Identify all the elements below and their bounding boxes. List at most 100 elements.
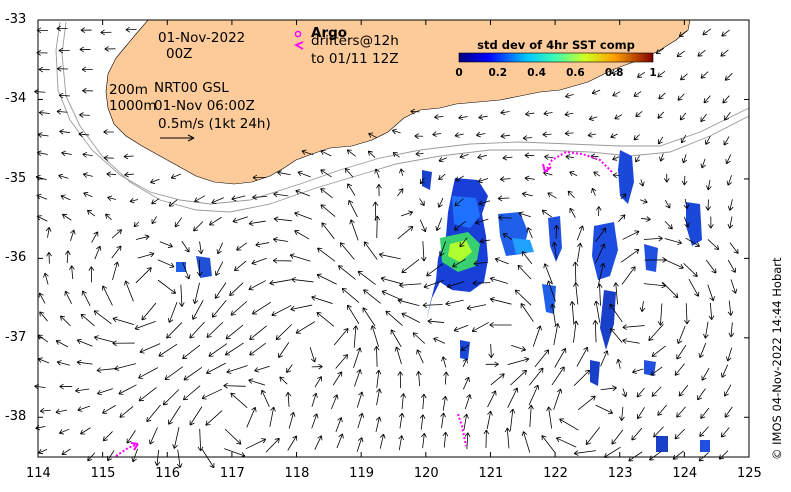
current-vector-arrow xyxy=(483,429,490,448)
depth-200-label: 200m xyxy=(109,82,148,98)
current-vector-arrow xyxy=(80,27,92,33)
current-vector-arrow xyxy=(702,28,711,36)
current-vector-arrow xyxy=(314,376,322,388)
current-vector-arrow xyxy=(176,449,183,468)
current-vector-arrow xyxy=(316,312,335,327)
current-vector-arrow xyxy=(82,87,93,94)
current-vector-arrow xyxy=(58,47,70,54)
current-vector-arrow xyxy=(154,449,161,466)
current-vector-arrow xyxy=(543,110,553,117)
current-vector-arrow xyxy=(420,241,427,262)
current-vector-arrow xyxy=(438,157,447,163)
current-vector-arrow xyxy=(295,189,311,197)
current-vector-arrow xyxy=(504,427,511,449)
current-vector-arrow xyxy=(60,194,71,201)
current-vector-arrow xyxy=(125,26,137,33)
current-vector-arrow xyxy=(134,321,156,331)
current-vector-arrow xyxy=(93,310,112,325)
current-vector-arrow xyxy=(459,153,469,159)
current-vector-arrow xyxy=(135,234,150,240)
current-vector-arrow xyxy=(231,195,246,202)
current-vector-arrow xyxy=(663,174,670,183)
current-vector-arrow xyxy=(452,258,466,268)
current-vector-arrow xyxy=(138,387,157,402)
current-vector-arrow xyxy=(124,280,134,302)
scale-arrow-label: 0.5m/s (1kt 24h) xyxy=(158,116,271,132)
product-label: NRT00 GSL xyxy=(154,80,229,96)
current-vector-arrow xyxy=(118,384,137,395)
current-vector-arrow xyxy=(271,305,292,317)
current-vector-arrow xyxy=(196,259,203,277)
current-vector-arrow xyxy=(528,384,540,406)
current-vector-arrow xyxy=(182,262,191,280)
current-vector-arrow xyxy=(576,346,589,367)
current-vector-arrow xyxy=(499,176,511,182)
current-vector-arrow xyxy=(397,225,414,240)
y-tick-label: -33 xyxy=(5,12,27,27)
current-vector-arrow xyxy=(111,245,122,259)
current-vector-arrow xyxy=(272,257,292,264)
current-vector-arrow xyxy=(168,199,178,207)
current-vector-arrow xyxy=(502,154,513,161)
current-vector-arrow xyxy=(443,371,449,385)
current-vector-arrow xyxy=(685,237,700,247)
current-vector-arrow xyxy=(194,195,206,203)
current-vector-arrow xyxy=(454,132,464,138)
current-vector-arrow xyxy=(391,128,401,135)
current-vector-arrow xyxy=(541,209,552,218)
current-vector-arrow xyxy=(643,235,663,242)
current-vector-arrow xyxy=(572,320,579,343)
current-vector-arrow xyxy=(97,388,113,396)
current-vector-arrow xyxy=(415,150,424,157)
current-vector-arrow xyxy=(494,257,509,265)
current-vector-arrow xyxy=(123,153,134,160)
current-vector-arrow xyxy=(622,230,640,240)
current-vector-arrow xyxy=(541,435,556,454)
current-vector-arrow xyxy=(610,328,623,344)
current-vector-arrow xyxy=(542,131,552,138)
current-vector-arrow xyxy=(595,227,607,242)
current-vector-arrow xyxy=(616,358,622,369)
current-vector-arrow xyxy=(394,346,402,365)
current-vector-arrow xyxy=(507,387,519,408)
current-vector-arrow xyxy=(76,338,93,347)
current-vector-arrow xyxy=(214,261,224,276)
current-vector-arrow xyxy=(550,303,557,326)
current-vector-arrow xyxy=(375,369,382,388)
current-vector-arrow xyxy=(295,321,315,334)
current-vector-arrow xyxy=(198,241,204,255)
current-vector-arrow xyxy=(376,388,382,406)
x-tick-label: 125 xyxy=(737,466,762,481)
current-vector-arrow xyxy=(291,276,314,283)
current-vector-arrow xyxy=(683,216,690,228)
current-vector-arrow xyxy=(224,428,242,445)
current-vector-arrow xyxy=(398,412,405,429)
current-vector-arrow xyxy=(58,428,70,435)
current-vector-arrow xyxy=(133,221,140,228)
current-vector-arrow xyxy=(69,265,75,280)
current-vector-arrow xyxy=(55,339,69,348)
current-vector-arrow xyxy=(635,111,643,118)
current-vector-arrow xyxy=(697,388,706,401)
current-vector-arrow xyxy=(453,221,466,231)
current-vector-arrow xyxy=(182,385,201,401)
current-vector-arrow xyxy=(415,370,422,387)
current-vector-arrow xyxy=(435,217,443,231)
current-vector-arrow xyxy=(727,216,734,229)
current-vector-arrow xyxy=(706,259,717,274)
current-vector-arrow xyxy=(521,251,533,265)
current-vector-arrow xyxy=(664,200,671,209)
current-vector-arrow xyxy=(208,343,228,357)
current-vector-arrow xyxy=(679,112,687,121)
current-vector-arrow xyxy=(621,388,628,398)
x-tick-label: 122 xyxy=(543,466,568,481)
drifters-label-2: to 01/11 12Z xyxy=(311,51,399,67)
current-vector-arrow xyxy=(419,414,426,430)
current-vector-arrow xyxy=(164,366,184,380)
current-vector-arrow xyxy=(534,349,550,368)
current-vector-arrow xyxy=(464,432,471,450)
current-vector-arrow xyxy=(183,366,203,381)
current-vector-arrow xyxy=(593,171,601,177)
current-vector-arrow xyxy=(639,301,646,312)
